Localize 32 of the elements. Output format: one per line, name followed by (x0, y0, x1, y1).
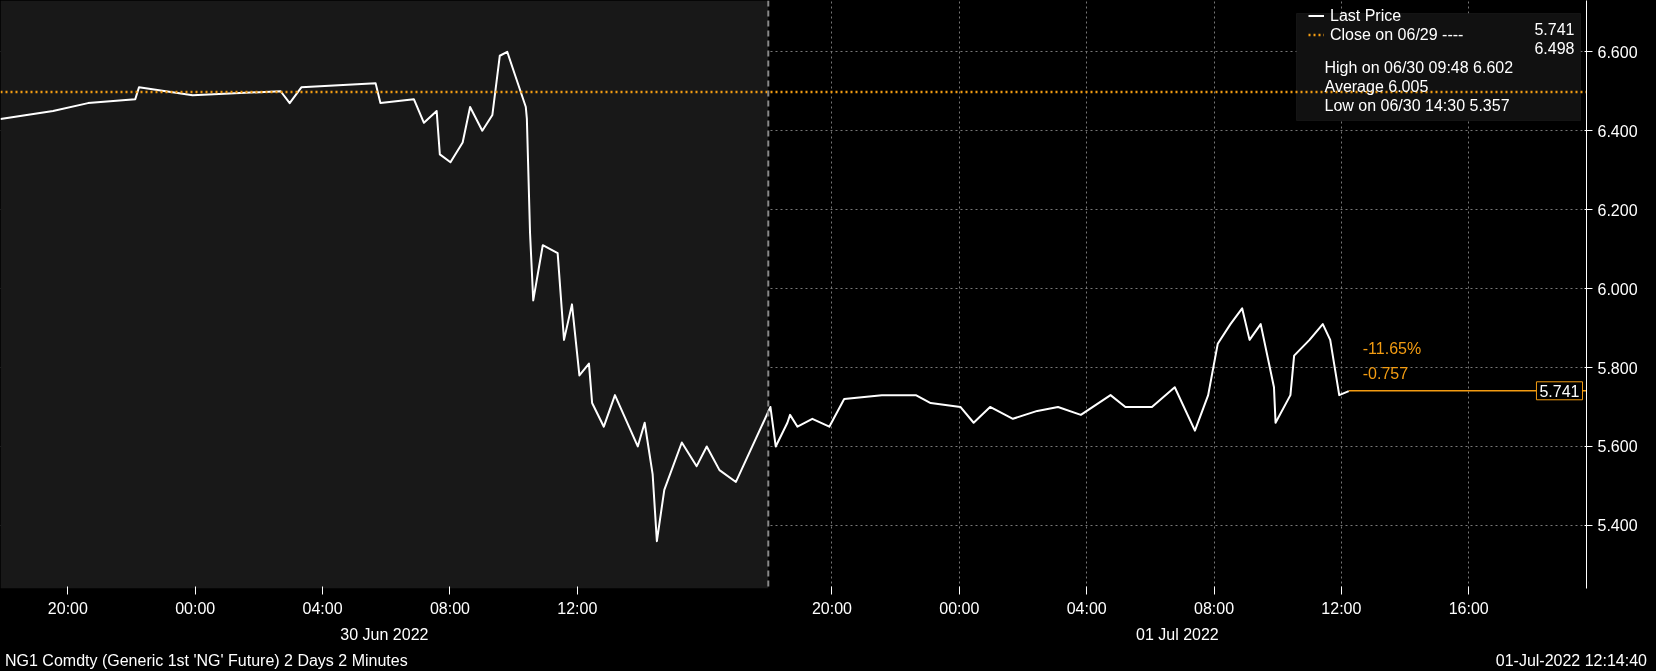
text: 01 Jul 2022 (1136, 625, 1219, 643)
x-tick-label: 00:00 (939, 599, 980, 617)
x-tick-label: 04:00 (302, 599, 343, 617)
text: 01-Jul-2022 12:14:40 (1495, 651, 1647, 671)
annotation: -11.65% (1362, 340, 1422, 358)
x-tick-label: 16:00 (1448, 599, 1489, 617)
y-tick-label: 6.400 (1597, 122, 1638, 140)
annotation: -0.757 (1362, 365, 1409, 383)
y-tick-label: 6.600 (1597, 43, 1638, 61)
x-tick-label: 12:00 (557, 599, 598, 617)
text: 30 Jun 2022 (340, 625, 429, 643)
x-tick-label: 20:00 (811, 599, 853, 617)
text: NG1 Comdty (Generic 1st 'NG' Future) 2 Days 2 Minutes (5, 651, 408, 671)
x-tick-label: 12:00 (1321, 599, 1362, 617)
y-tick-label: 5.600 (1597, 438, 1638, 456)
annotation: 5.741 (1534, 21, 1575, 38)
x-tick-label: 20:00 (47, 599, 89, 617)
y-tick-label: 6.000 (1597, 280, 1638, 298)
x-tick-label: 04:00 (1066, 599, 1107, 617)
x-tick-label: 08:00 (1193, 599, 1235, 617)
annotation: Average 6.005 (1324, 77, 1429, 95)
legend-label: Last Price (1330, 6, 1402, 24)
annotation: 6.498 (1534, 40, 1575, 57)
annotation: High on 06/30 09:48 6.602 (1324, 58, 1514, 76)
annotation: Low on 06/30 14:30 5.357 (1324, 96, 1510, 114)
legend-label: Close on 06/29 ---- (1330, 25, 1464, 43)
y-tick-label: 6.200 (1597, 201, 1638, 219)
ref-line-label: 5.741 (1539, 382, 1580, 400)
x-tick-label: 00:00 (175, 599, 216, 617)
x-tick-label: 08:00 (429, 599, 471, 617)
y-tick-label: 5.400 (1597, 517, 1638, 535)
y-tick-label: 5.800 (1597, 359, 1638, 377)
